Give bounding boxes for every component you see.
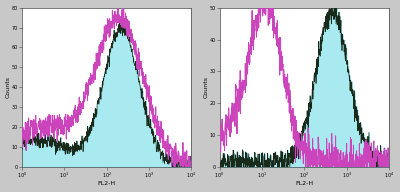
Y-axis label: Counts: Counts (204, 76, 208, 98)
Y-axis label: Counts: Counts (6, 76, 10, 98)
X-axis label: FL2-H: FL2-H (98, 181, 116, 186)
X-axis label: FL2-H: FL2-H (296, 181, 314, 186)
